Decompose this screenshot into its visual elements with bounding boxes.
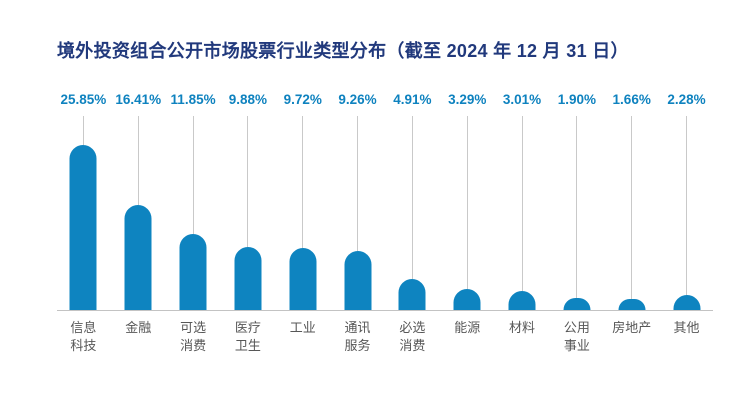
bar-value-label: 9.72% — [283, 92, 322, 107]
category-label: 能源 — [454, 319, 480, 337]
category-label: 工业 — [290, 319, 316, 337]
category-label-line: 可选 — [180, 320, 207, 335]
category-label-line: 材料 — [509, 320, 536, 335]
category-label-line: 其他 — [673, 320, 700, 335]
bar — [344, 251, 372, 310]
bar-column: 3.29% 能源 — [440, 92, 495, 355]
category-label: 公用 事业 — [564, 319, 590, 355]
bar — [453, 289, 481, 310]
bar-value-label: 25.85% — [60, 92, 107, 107]
bar-value-label: 3.29% — [448, 92, 487, 107]
bar-plot-area — [275, 114, 330, 310]
category-label: 房地产 — [612, 319, 651, 337]
stem-line — [82, 116, 84, 145]
bar — [618, 299, 646, 310]
bar — [673, 295, 701, 310]
bar — [508, 291, 536, 310]
stem-line — [466, 116, 468, 289]
category-label-line: 服务 — [344, 338, 371, 353]
bar-column: 9.88% 医疗卫生 — [220, 92, 275, 355]
category-label-line: 金融 — [125, 320, 152, 335]
category-label-line: 卫生 — [234, 338, 261, 353]
category-label: 医疗 卫生 — [235, 319, 261, 355]
bar-value-label: 11.85% — [170, 92, 216, 107]
stem-line — [192, 116, 194, 234]
bar-column: 25.85% 信息科技 — [56, 92, 111, 355]
bar-column: 16.41% 金融 — [111, 92, 166, 355]
bar-column: 1.66% 房地产 — [604, 92, 659, 355]
stem-line — [411, 116, 413, 279]
bar-columns: 25.85% 信息科技 16.41% 金融 11.85% 可选消费 9.88% 医疗卫生 9.7… — [56, 92, 714, 355]
stem-line — [302, 116, 304, 248]
bar-value-label: 9.26% — [338, 92, 377, 107]
category-label-line: 工业 — [289, 320, 316, 335]
bar — [124, 205, 152, 310]
bar-value-label: 9.88% — [228, 92, 268, 107]
bar-value-label: 2.28% — [667, 92, 706, 107]
bar-value-label: 4.91% — [393, 92, 432, 107]
bar-value-label: 3.01% — [502, 92, 542, 107]
bar-value-label: 16.41% — [115, 92, 162, 107]
category-label-line: 事业 — [563, 338, 590, 353]
bar-plot-area — [440, 114, 495, 310]
bar-plot-area — [220, 114, 275, 310]
bar-value-label: 1.90% — [557, 92, 596, 107]
bar-column: 3.01% 材料 — [495, 92, 550, 355]
bar-plot-area — [56, 114, 111, 310]
bar-plot-area — [659, 114, 714, 310]
category-label: 可选 消费 — [180, 319, 206, 355]
category-label-line: 房地产 — [612, 320, 652, 335]
category-label-line: 科技 — [70, 338, 97, 353]
bar-plot-area — [166, 114, 221, 310]
bar-plot-area — [604, 114, 659, 310]
bar-plot-area — [495, 114, 550, 310]
category-label-line: 消费 — [180, 338, 207, 353]
bar — [398, 279, 426, 310]
bar-column: 2.28% 其他 — [659, 92, 714, 355]
category-label-line: 必选 — [399, 320, 426, 335]
bar — [563, 298, 591, 310]
x-axis-baseline — [57, 310, 713, 311]
stem-line — [137, 116, 139, 205]
category-label-line: 信息 — [70, 320, 97, 335]
bar-plot-area — [330, 114, 385, 310]
chart-title: 境外投资组合公开市场股票行业类型分布（截至 2024 年 12 月 31 日） — [57, 41, 629, 61]
bar-column: 9.26% 通讯服务 — [330, 92, 385, 355]
category-label-line: 消费 — [399, 338, 426, 353]
bar-column: 1.90% 公用事业 — [549, 92, 604, 355]
category-label-line: 能源 — [454, 320, 481, 335]
bar-value-label: 1.66% — [612, 92, 651, 107]
bar-column: 9.72% 工业 — [275, 92, 330, 355]
bar — [289, 248, 317, 310]
stem-line — [247, 116, 249, 247]
category-label: 其他 — [674, 319, 700, 337]
bar-plot-area — [111, 114, 166, 310]
category-label: 必选 消费 — [399, 319, 425, 355]
stem-line — [576, 116, 578, 298]
stem-line — [357, 116, 359, 251]
bar — [69, 145, 97, 310]
category-label-line: 医疗 — [234, 320, 261, 335]
category-label: 金融 — [125, 319, 151, 337]
category-label: 信息 科技 — [70, 319, 96, 355]
category-label-line: 公用 — [563, 320, 590, 335]
bar-plot-area — [385, 114, 440, 310]
bar — [234, 247, 262, 310]
category-label: 通讯 服务 — [345, 319, 371, 355]
category-label-line: 通讯 — [344, 320, 371, 335]
bar-column: 11.85% 可选消费 — [166, 92, 221, 355]
bar — [179, 234, 207, 310]
bar-plot-area — [549, 114, 604, 310]
stem-line — [521, 116, 523, 291]
bar-chart: 25.85% 信息科技 16.41% 金融 11.85% 可选消费 9.88% 医疗卫生 9.7… — [56, 92, 714, 392]
stem-line — [631, 116, 633, 299]
stem-line — [686, 116, 688, 295]
bar-column: 4.91% 必选消费 — [385, 92, 440, 355]
category-label: 材料 — [509, 319, 535, 337]
